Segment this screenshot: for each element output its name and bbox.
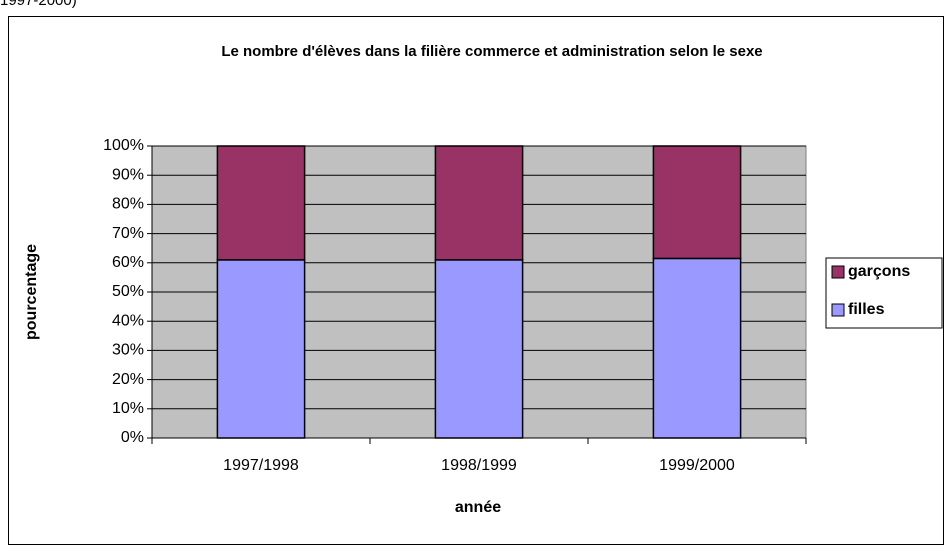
bar-segment [216, 259, 306, 439]
y-tick-label: 70% [112, 225, 144, 242]
y-axis-label: pourcentage [23, 244, 40, 340]
legend-swatch [831, 303, 845, 317]
bar-segment [434, 145, 524, 261]
x-tick-label: 1999/2000 [659, 457, 735, 474]
bar-segment [434, 259, 524, 439]
y-tick-label: 30% [112, 342, 144, 359]
legend-label: garçons [848, 263, 910, 280]
y-tick-label: 20% [112, 371, 144, 388]
bar-segment [652, 257, 742, 439]
x-axis-label: année [455, 499, 501, 516]
legend-swatch [831, 265, 845, 279]
x-tick-label: 1998/1999 [441, 457, 517, 474]
y-tick-label: 100% [103, 137, 144, 154]
y-tick-label: 10% [112, 400, 144, 417]
y-tick-label: 0% [121, 429, 144, 446]
y-tick-label: 60% [112, 254, 144, 271]
y-tick-label: 40% [112, 312, 144, 329]
legend-box [825, 257, 943, 329]
legend-label: filles [848, 301, 885, 318]
chart-title: Le nombre d'élèves dans la filière comme… [221, 43, 763, 60]
x-tick-label: 1997/1998 [223, 457, 299, 474]
caption: 1997-2000) [0, 0, 77, 9]
y-tick-label: 50% [112, 283, 144, 300]
y-tick-label: 90% [112, 166, 144, 183]
y-tick-label: 80% [112, 196, 144, 213]
bar-segment [216, 145, 306, 261]
bar-segment [652, 145, 742, 260]
